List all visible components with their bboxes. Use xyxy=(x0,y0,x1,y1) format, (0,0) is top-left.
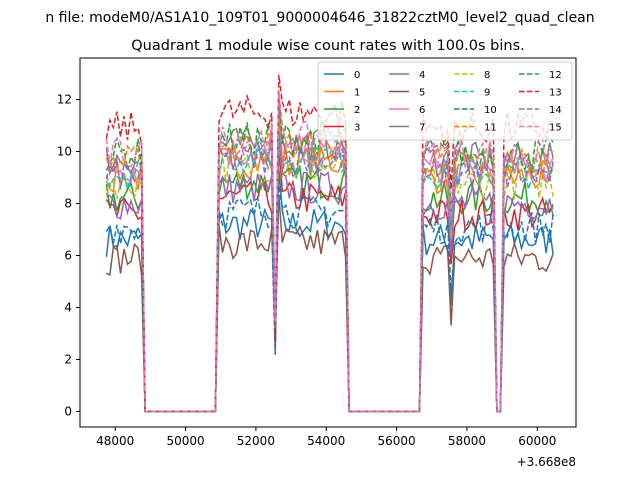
legend-label: 6 xyxy=(419,105,425,116)
series-line-15 xyxy=(105,89,554,413)
x-axis: 48000 50000 52000 54000 56000 58000 60000 xyxy=(96,427,556,448)
x-offset-label: +3.668e8 xyxy=(517,455,576,469)
chart-title: Quadrant 1 module wise count rates with … xyxy=(131,38,525,54)
x-tick-label: 50000 xyxy=(166,434,204,448)
x-tick-label: 56000 xyxy=(378,434,416,448)
legend-box xyxy=(317,61,573,141)
legend-label: 3 xyxy=(354,123,360,134)
plot-frame xyxy=(79,57,577,428)
y-tick-label: 8 xyxy=(64,197,72,211)
y-tick-label: 4 xyxy=(64,300,72,314)
figure-suptitle: n file: modeM0/AS1A10_109T01_9000004646_… xyxy=(45,10,594,26)
series-layer xyxy=(105,74,554,413)
series-line-5 xyxy=(106,194,554,413)
legend-label: 0 xyxy=(354,70,360,81)
x-tick-label: 48000 xyxy=(96,434,134,448)
series-line-4 xyxy=(106,138,554,413)
legend-label: 10 xyxy=(484,105,497,116)
legend-label: 5 xyxy=(419,88,425,99)
x-tick-label: 60000 xyxy=(518,434,556,448)
legend-label: 13 xyxy=(549,88,562,99)
series-line-0 xyxy=(105,168,554,413)
series-line-14 xyxy=(105,133,554,413)
series-line-7 xyxy=(105,110,554,413)
legend-label: 15 xyxy=(549,123,562,134)
legend-label: 2 xyxy=(354,105,360,116)
legend-label: 14 xyxy=(549,105,562,116)
legend-label: 1 xyxy=(354,88,360,99)
x-tick-label: 52000 xyxy=(237,434,275,448)
series-line-1 xyxy=(105,129,554,413)
legend-label: 4 xyxy=(419,70,425,81)
y-tick-label: 10 xyxy=(57,145,72,159)
legend-label: 11 xyxy=(484,123,497,134)
y-tick-label: 0 xyxy=(64,404,72,418)
legend-label: 7 xyxy=(419,123,425,134)
y-tick-label: 12 xyxy=(57,93,72,107)
legend-label: 12 xyxy=(549,70,562,81)
x-tick-label: 54000 xyxy=(307,434,345,448)
legend-label: 9 xyxy=(484,88,490,99)
legend-label: 8 xyxy=(484,70,490,81)
series-line-10 xyxy=(105,185,554,413)
y-tick-label: 6 xyxy=(64,248,72,262)
y-axis: 0 2 4 6 8 10 12 xyxy=(57,93,80,418)
x-tick-label: 58000 xyxy=(448,434,486,448)
y-tick-label: 2 xyxy=(64,352,72,366)
